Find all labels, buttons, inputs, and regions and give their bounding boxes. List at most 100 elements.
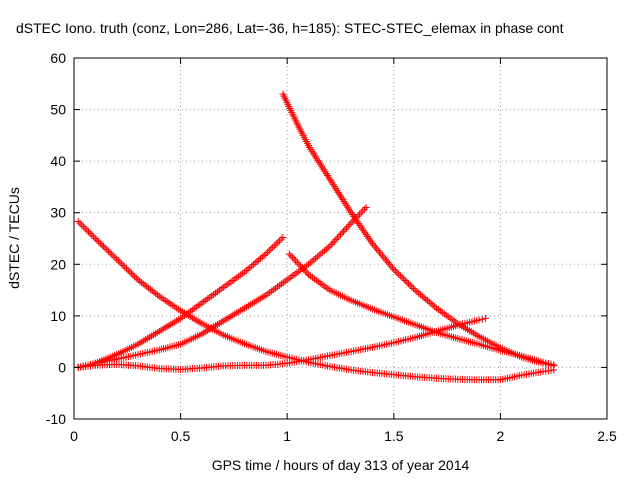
data-point: [244, 265, 252, 273]
data-point: [321, 247, 329, 255]
data-point: [106, 249, 114, 257]
data-point: [322, 245, 330, 253]
data-point: [152, 290, 160, 298]
data-point: [315, 251, 323, 259]
data-point: [91, 235, 99, 242]
data-point: [388, 264, 396, 272]
data-point: [143, 283, 151, 291]
data-point: [398, 273, 406, 281]
y-tick-label: 0: [58, 359, 66, 375]
data-point: [267, 245, 275, 253]
data-point: [300, 265, 308, 273]
data-point: [131, 273, 139, 281]
data-point: [317, 250, 325, 258]
data-point: [274, 238, 282, 246]
data-point: [359, 207, 367, 215]
data-point: [416, 291, 424, 299]
data-point: [351, 214, 359, 222]
data-point: [338, 229, 346, 237]
data-point: [415, 289, 423, 297]
data-point: [353, 218, 361, 226]
data-point: [337, 231, 344, 239]
data-point: [313, 253, 321, 261]
data-point: [429, 301, 437, 309]
data-point: [93, 236, 101, 244]
data-point: [363, 232, 371, 240]
data-point: [270, 242, 278, 250]
data-point: [371, 243, 379, 251]
data-point: [355, 210, 363, 218]
data-point: [127, 269, 135, 277]
data-point: [330, 237, 338, 245]
data-point: [324, 244, 332, 252]
data-point: [109, 252, 117, 260]
data-point: [308, 257, 316, 265]
data-point: [400, 275, 408, 283]
data-point: [272, 240, 280, 248]
data-point: [293, 259, 301, 267]
data-point: [136, 277, 144, 285]
data-point: [396, 272, 404, 280]
data-point: [475, 316, 483, 324]
y-tick-label: 10: [50, 308, 66, 324]
data-point: [113, 255, 121, 263]
data-point: [121, 263, 129, 271]
data-point: [138, 279, 146, 287]
data-point: [301, 267, 309, 275]
data-point: [406, 281, 414, 289]
data-point: [374, 247, 382, 255]
data-point: [370, 241, 378, 249]
data-point: [88, 231, 96, 239]
data-point: [383, 257, 391, 265]
data-point: [103, 246, 111, 254]
data-point: [148, 287, 156, 295]
data-point: [289, 253, 297, 261]
data-point: [355, 220, 363, 228]
data-point: [326, 242, 334, 250]
data-point: [258, 253, 266, 261]
chart-title: dSTEC Iono. truth (conz, Lon=286, Lat=-3…: [16, 20, 564, 36]
y-tick-label: 20: [50, 256, 66, 272]
data-point: [242, 267, 250, 275]
data-point: [265, 247, 273, 255]
data-point: [122, 265, 130, 273]
data-point: [114, 257, 122, 265]
data-point: [362, 204, 370, 212]
data-point: [343, 224, 351, 232]
data-points: [74, 90, 558, 384]
data-point: [329, 239, 337, 247]
data-point: [298, 264, 306, 272]
data-point: [246, 264, 254, 272]
data-point: [287, 252, 295, 260]
plot-frame: [73, 57, 608, 420]
data-point: [264, 248, 272, 256]
data-point: [425, 298, 433, 306]
data-point: [253, 257, 261, 265]
y-tick-label: -10: [46, 411, 66, 427]
data-point: [295, 260, 303, 268]
data-point: [352, 216, 360, 224]
data-point: [84, 228, 92, 236]
data-point: [346, 221, 354, 229]
x-axis-label: GPS time / hours of day 313 of year 2014: [211, 457, 470, 473]
y-tick-label: 60: [50, 50, 66, 66]
data-point: [145, 284, 153, 292]
data-point: [358, 225, 366, 233]
data-point: [251, 259, 259, 267]
data-point: [413, 288, 421, 296]
data-point: [391, 267, 399, 275]
data-point: [255, 256, 263, 264]
data-point: [361, 229, 369, 237]
data-point: [257, 254, 265, 262]
data-point: [378, 252, 386, 260]
data-point: [116, 258, 124, 266]
data-point: [111, 254, 119, 262]
data-point: [422, 295, 430, 303]
data-point: [269, 243, 277, 251]
y-tick-label: 40: [50, 153, 66, 169]
data-point: [277, 235, 285, 243]
data-point: [124, 266, 132, 274]
data-point: [386, 260, 394, 268]
data-point: [360, 227, 368, 235]
